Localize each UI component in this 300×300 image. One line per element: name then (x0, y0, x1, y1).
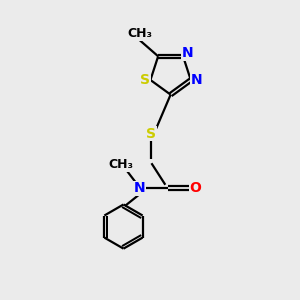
Text: O: O (190, 181, 202, 195)
Text: N: N (182, 46, 193, 60)
Text: CH₃: CH₃ (127, 27, 152, 40)
Text: S: S (140, 73, 150, 87)
Text: N: N (134, 181, 146, 195)
Text: CH₃: CH₃ (108, 158, 133, 171)
Text: S: S (146, 127, 157, 141)
Text: N: N (190, 73, 202, 87)
